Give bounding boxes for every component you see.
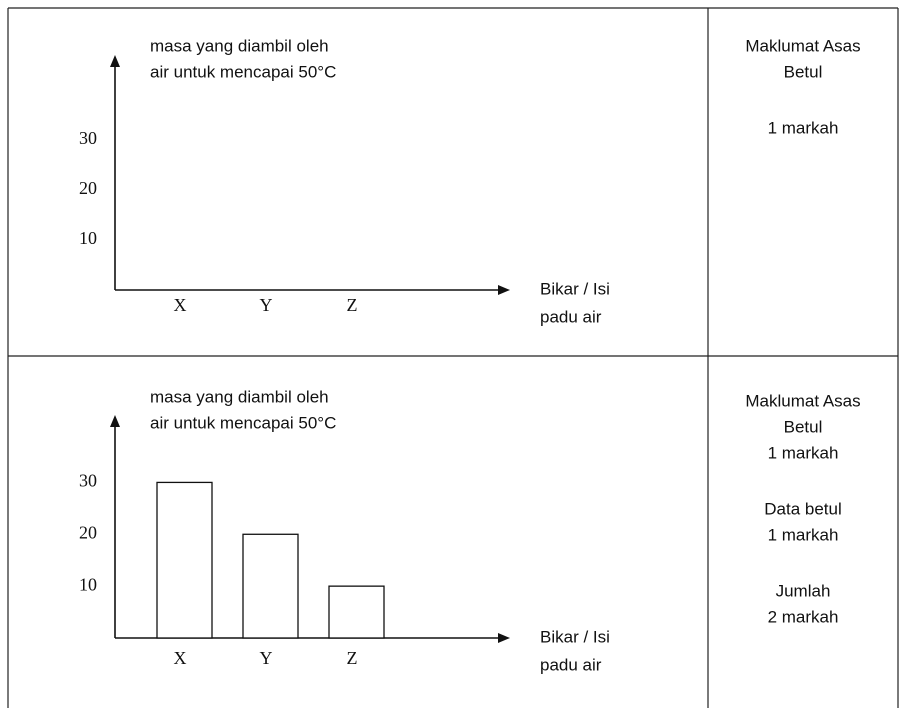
mark-note: 1 markah [768, 443, 839, 462]
mark-note: 2 markah [768, 607, 839, 626]
mark-note: Betul [784, 62, 823, 81]
bar [242, 533, 299, 639]
mark-note: Betul [784, 417, 823, 436]
bar [156, 481, 213, 639]
y-tick-label: 10 [79, 574, 97, 594]
bar [328, 585, 385, 639]
x-axis-arrow [498, 285, 510, 295]
x-tick-label: Y [260, 295, 273, 315]
y-tick-label: 30 [79, 128, 97, 148]
x-tick-label: X [174, 295, 187, 315]
x-tick-label: Z [347, 295, 358, 315]
y-tick-label: 20 [79, 522, 97, 542]
y-axis-label: air untuk mencapai 50°C [150, 413, 336, 432]
x-axis-label: Bikar / Isi [540, 627, 610, 646]
mark-note: Maklumat Asas [745, 391, 860, 410]
y-axis-label: air untuk mencapai 50°C [150, 62, 336, 81]
y-axis-arrow [110, 415, 120, 427]
mark-note: 1 markah [768, 118, 839, 137]
x-axis-arrow [498, 633, 510, 643]
y-axis-arrow [110, 55, 120, 67]
mark-note: Maklumat Asas [745, 36, 860, 55]
x-tick-label: Y [260, 648, 273, 668]
mark-note: 1 markah [768, 525, 839, 544]
y-axis-label: masa yang diambil oleh [150, 36, 329, 55]
y-tick-label: 10 [79, 228, 97, 248]
x-axis-label: Bikar / Isi [540, 279, 610, 298]
x-axis-label: padu air [540, 307, 602, 326]
mark-note: Jumlah [776, 581, 831, 600]
x-tick-label: Z [347, 648, 358, 668]
y-axis-label: masa yang diambil oleh [150, 387, 329, 406]
y-tick-label: 30 [79, 471, 97, 491]
x-tick-label: X [174, 648, 187, 668]
x-axis-label: padu air [540, 655, 602, 674]
mark-note: Data betul [764, 499, 842, 518]
y-tick-label: 20 [79, 178, 97, 198]
